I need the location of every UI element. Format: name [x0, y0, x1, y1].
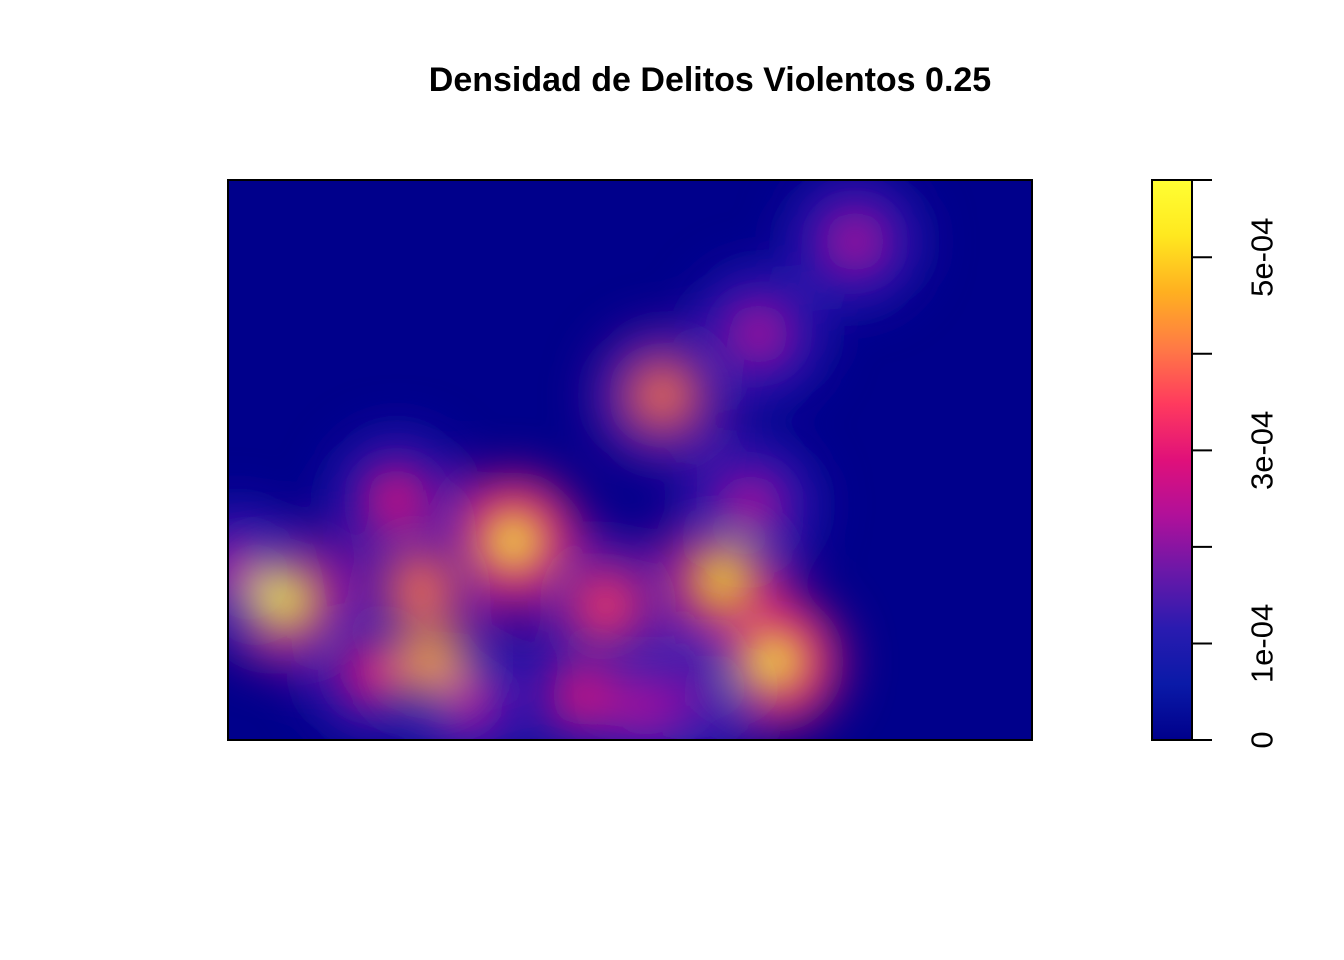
density-heatmap: [228, 180, 1032, 740]
density-hotspot: [614, 674, 679, 739]
density-hotspot: [549, 663, 614, 728]
colorbar: [1151, 179, 1193, 741]
colorbar-tick-label: 1e-04: [1245, 604, 1280, 683]
density-hotspot: [388, 556, 453, 621]
density-hotspot: [718, 472, 783, 537]
colorbar-tick-label: 0: [1245, 731, 1280, 748]
density-hotspot: [630, 363, 695, 428]
density-hotspot: [690, 548, 755, 613]
density-core-group: [228, 209, 888, 739]
colorbar-tick-label: 5e-04: [1245, 218, 1280, 297]
density-hotspot: [823, 209, 888, 274]
plot-frame: [227, 179, 1033, 741]
density-hotspot: [252, 568, 317, 632]
density-hotspot: [742, 629, 807, 694]
density-hotspot: [573, 573, 638, 638]
density-hotspot: [228, 540, 269, 604]
colorbar-axis: 0 1e-04 3e-04 5e-04: [1192, 179, 1280, 749]
density-hotspot: [437, 668, 502, 733]
density-hotspot: [726, 302, 791, 366]
density-hotspot: [340, 640, 405, 705]
chart-title: Densidad de Delitos Violentos 0.25: [428, 61, 992, 99]
density-hotspot: [481, 509, 546, 574]
colorbar-tick-label: 3e-04: [1245, 411, 1280, 490]
density-hotspot: [364, 467, 429, 532]
density-hotspot: [662, 663, 727, 728]
